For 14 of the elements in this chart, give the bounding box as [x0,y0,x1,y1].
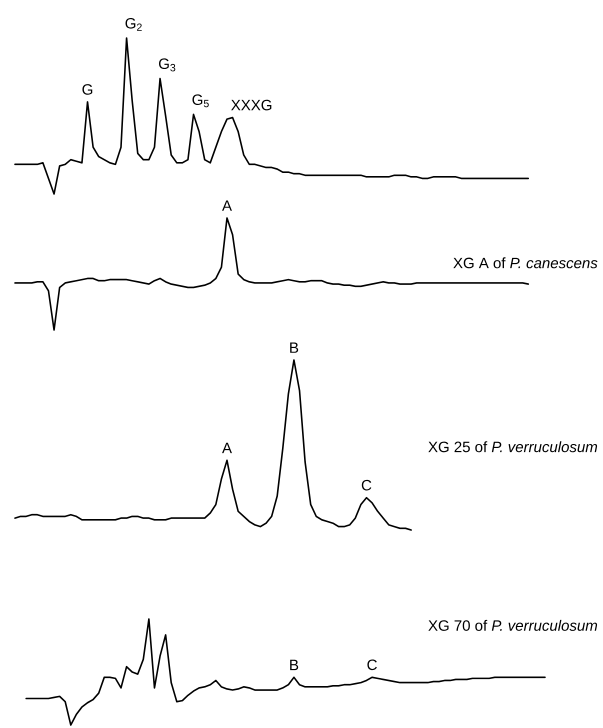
annotation: C [367,659,377,670]
annotation: A [222,442,232,454]
series-label: XG A of P. canescens [453,257,598,268]
annotation: B [290,660,298,670]
annotation: G [82,84,92,95]
text: B [290,342,298,353]
text: G$_{2}$ [126,18,142,31]
text: XG 70 of P. verruculosum [428,620,598,631]
annotation: G$_{5}$ [192,94,209,108]
annotation: G$_{3}$ [159,58,176,72]
text: A [222,200,232,211]
annotation: XXXG [231,100,272,110]
annotation: C [362,480,372,490]
text: XG 25 of P. verruculosum [428,441,598,452]
